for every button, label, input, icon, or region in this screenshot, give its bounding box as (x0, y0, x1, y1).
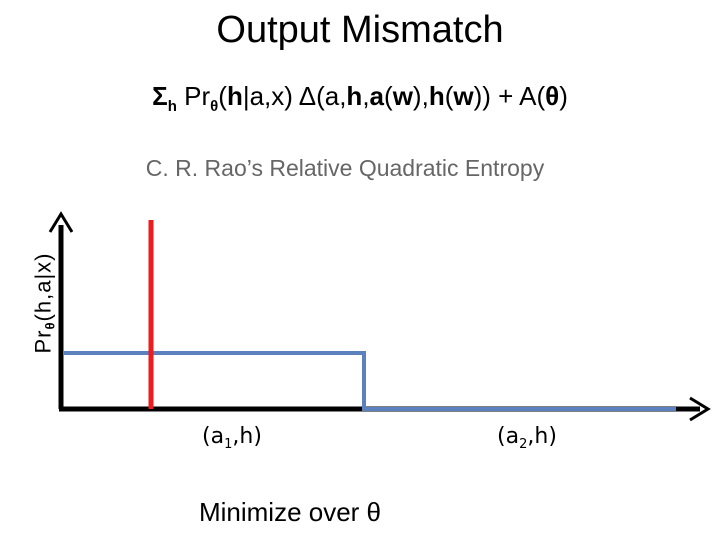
formula-h2: h (346, 81, 363, 111)
x-label-a1-close: ,h) (232, 424, 262, 449)
x-label-a1-open: (a (202, 424, 225, 449)
formula-pr: Pr (184, 81, 211, 111)
x-label-a2-open: (a (497, 424, 520, 449)
formula-a: a (369, 81, 385, 111)
formula-open-w1: ( (384, 81, 393, 111)
formula-h: h (226, 81, 243, 111)
formula-theta: θ (545, 81, 560, 111)
y-axis-label: Prθ(h,a|x) (31, 253, 58, 354)
arrow-up-icon (48, 211, 74, 233)
ylabel-pr: Pr (30, 329, 56, 354)
formula-sigma-sub: h (167, 98, 177, 115)
formula-w1: w (392, 81, 413, 111)
formula-h3: h (428, 81, 445, 111)
x-label-a1-sub: 1 (224, 437, 233, 452)
formula-comma: , (362, 81, 370, 111)
formula-close-tail: )) + A( (473, 81, 546, 111)
ylabel-rest: (h,a|x) (30, 252, 56, 322)
formula-open-w2: ( (444, 81, 454, 111)
formula-close: ) (559, 81, 568, 111)
formula: Σh Prθ(h|a,x) Δ(a,h,a(w),h(w)) + A(θ) (0, 78, 720, 125)
formula-bar-a: |a,x) Δ(a, (242, 81, 347, 111)
arrow-right-icon (689, 396, 711, 422)
x-label-a2: (a2,h) (497, 424, 557, 452)
x-label-a2-close: ,h) (527, 424, 557, 449)
minimize-label: Minimize over θ (198, 497, 382, 527)
x-label-a2-sub: 2 (519, 437, 528, 452)
formula-w2: w (453, 81, 474, 111)
subtitle: C. R. Rao’s Relative Quadratic Entropy (145, 155, 545, 181)
probability-step-line (64, 351, 676, 411)
x-label-a1: (a1,h) (202, 424, 262, 452)
formula-close-w1: ), (412, 81, 429, 111)
page-title: Output Mismatch (216, 9, 504, 51)
formula-pr-sub: θ (210, 98, 219, 115)
formula-open-paren: ( (218, 81, 227, 111)
ylabel-sub: θ (42, 321, 58, 330)
formula-sigma: Σ (152, 81, 168, 111)
